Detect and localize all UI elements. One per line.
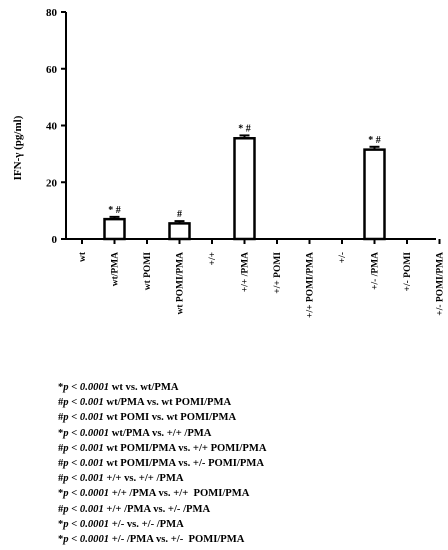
footnote-p-value: p < 0.0001 bbox=[63, 382, 110, 393]
footnote-comparison: wt/PMA vs. wt POMI/PMA bbox=[103, 397, 232, 409]
footnote-line: *p < 0.0001 wt vs. wt/PMA bbox=[58, 380, 443, 395]
footnote-symbol: # bbox=[58, 503, 64, 515]
bar bbox=[363, 148, 386, 241]
footnote-line: #p < 0.001 wt/PMA vs. wt POMI/PMA bbox=[58, 395, 443, 410]
footnote-p-value: p < 0.001 bbox=[63, 503, 104, 515]
footnote-symbol: * bbox=[58, 488, 64, 500]
significance-annotation: * # bbox=[108, 205, 121, 216]
x-axis: wt wt/PMA wt POMI wt POMI/PMA +/+ +/+ /PMA +/+… bbox=[66, 238, 446, 318]
footnote-p-value: p < 0.0001 bbox=[63, 518, 110, 530]
significance-annotation: * # bbox=[368, 135, 381, 146]
x-tick-label: wt/PMA bbox=[111, 252, 121, 286]
footnote-symbol: # bbox=[58, 412, 64, 424]
footnote-comparison: wt POMI/PMA vs. +/- POMI/PMA bbox=[103, 458, 264, 470]
x-tick-label: wt POMI/PMA bbox=[176, 252, 186, 315]
footnote-line: #p < 0.001 +/+ /PMA vs. +/- /PMA bbox=[58, 502, 443, 517]
footnote-line: #p < 0.001 wt POMI vs. wt POMI/PMA bbox=[58, 410, 443, 425]
footnote-line: #p < 0.001 +/+ vs. +/+ /PMA bbox=[58, 471, 443, 486]
footnote-p-value: p < 0.001 bbox=[63, 412, 104, 424]
footnote-p-value: p < 0.001 bbox=[63, 473, 104, 485]
footnote-comparison: wt vs. wt/PMA bbox=[109, 382, 179, 393]
bar-chart: 0 20 40 60 80 IFN-γ (pg/ml) * # # * # * # wt wt/… bbox=[12, 7, 446, 318]
footnote-p-value: p < 0.0001 bbox=[63, 534, 110, 546]
y-axis-label: IFN-γ (pg/ml) bbox=[12, 115, 24, 180]
footnote-comparison: +/+ /PMA vs. +/+ POMI/PMA bbox=[109, 488, 250, 500]
x-tick-label: +/- bbox=[338, 252, 348, 263]
footnote-comparison: +/+ vs. +/+ /PMA bbox=[103, 473, 184, 485]
footnote-symbol: * bbox=[58, 534, 64, 546]
footnote-p-value: p < 0.0001 bbox=[63, 427, 110, 439]
significance-annotation: * # bbox=[238, 123, 251, 134]
x-tick-label: +/+ bbox=[208, 252, 218, 265]
x-tick-label: +/+ /PMA bbox=[241, 252, 251, 292]
y-axis: 0 20 40 60 80 bbox=[46, 7, 67, 246]
x-tick-label: +/- POMI bbox=[403, 252, 413, 292]
y-tick-label: 0 bbox=[52, 234, 58, 246]
x-tick-label: +/- /PMA bbox=[371, 252, 381, 290]
x-tick-label: wt bbox=[78, 251, 88, 262]
footnote-comparison: +/- vs. +/- /PMA bbox=[109, 518, 184, 530]
bar bbox=[103, 217, 126, 241]
footnote-line: *p < 0.0001 +/- /PMA vs. +/- POMI/PMA bbox=[58, 532, 443, 547]
x-tick-label: wt POMI bbox=[143, 252, 153, 291]
footnote-line: #p < 0.001 wt POMI/PMA vs. +/+ POMI/PMA bbox=[58, 441, 443, 456]
bar bbox=[233, 137, 256, 241]
footnote-line: #p < 0.001 wt POMI/PMA vs. +/- POMI/PMA bbox=[58, 456, 443, 471]
footnote-symbol: # bbox=[58, 397, 64, 409]
footnote-symbol: * bbox=[58, 382, 64, 393]
footnote-p-value: p < 0.001 bbox=[63, 397, 104, 409]
x-tick-label: +/+ POMI/PMA bbox=[306, 252, 316, 318]
footnote-symbol: # bbox=[58, 473, 64, 485]
x-tick-label: +/+ POMI bbox=[273, 252, 283, 294]
footnote-p-value: p < 0.001 bbox=[63, 458, 104, 470]
y-tick-label: 40 bbox=[46, 121, 58, 133]
y-tick-label: 60 bbox=[46, 64, 58, 76]
footnote-line: *p < 0.0001 +/- vs. +/- /PMA bbox=[58, 517, 443, 532]
footnote-p-value: p < 0.0001 bbox=[63, 488, 110, 500]
footnote-p-value: p < 0.001 bbox=[63, 442, 104, 454]
footnote-comparison: +/+ /PMA vs. +/- /PMA bbox=[103, 503, 211, 515]
footnote-symbol: * bbox=[58, 518, 64, 530]
footnote-comparison: +/- /PMA vs. +/- POMI/PMA bbox=[109, 534, 245, 546]
significance-footnotes: *p < 0.0001 wt vs. wt/PMA #p < 0.001 wt/P… bbox=[58, 380, 443, 547]
y-tick-label: 20 bbox=[46, 177, 58, 189]
x-tick-label: +/- POMI/PMA bbox=[436, 252, 446, 316]
bar bbox=[168, 222, 191, 241]
footnote-symbol: * bbox=[58, 427, 64, 439]
bars-group: * # # * # * # bbox=[103, 123, 386, 241]
footnote-line: *p < 0.0001 wt/PMA vs. +/+ /PMA bbox=[58, 426, 443, 441]
y-tick-label: 80 bbox=[46, 7, 58, 19]
footnote-line: *p < 0.0001 +/+ /PMA vs. +/+ POMI/PMA bbox=[58, 486, 443, 501]
footnote-comparison: wt/PMA vs. +/+ /PMA bbox=[109, 427, 212, 439]
footnote-comparison: wt POMI/PMA vs. +/+ POMI/PMA bbox=[103, 442, 267, 454]
footnote-comparison: wt POMI vs. wt POMI/PMA bbox=[103, 412, 237, 424]
footnote-symbol: # bbox=[58, 458, 64, 470]
footnote-symbol: # bbox=[58, 442, 64, 454]
significance-annotation: # bbox=[177, 209, 182, 220]
